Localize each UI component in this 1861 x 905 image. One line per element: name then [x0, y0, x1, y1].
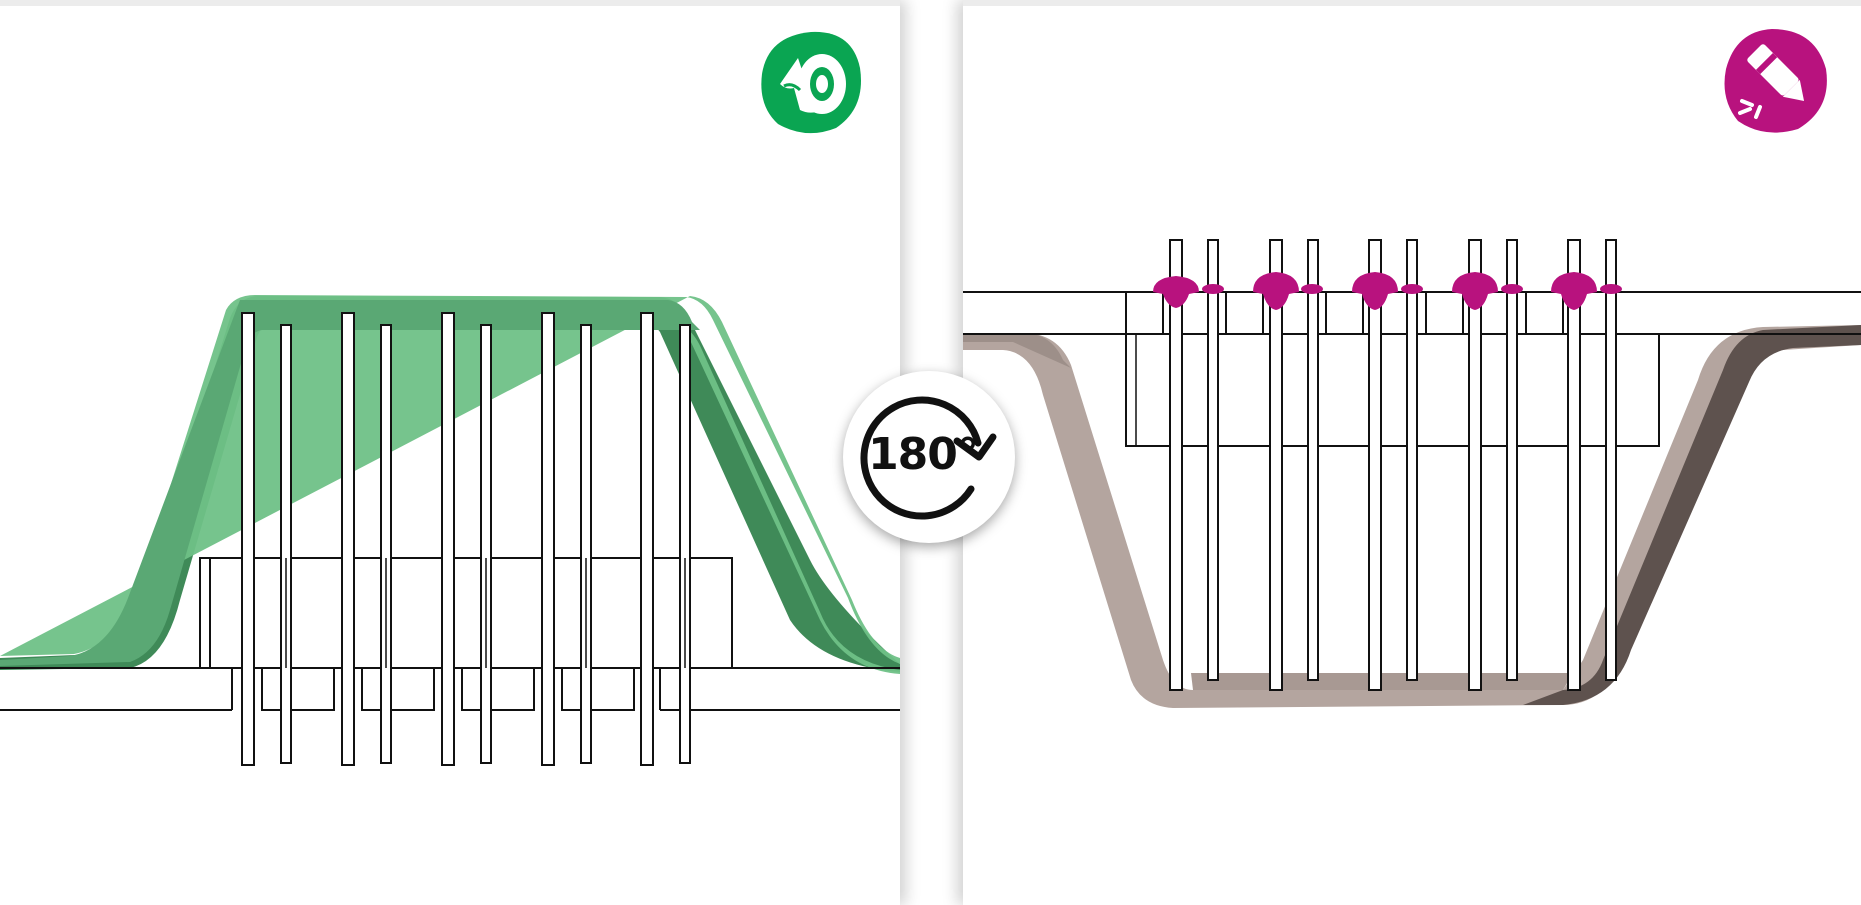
tape-roll-icon: [761, 31, 861, 134]
right-panel: [963, 0, 1861, 905]
solder-pads: [261, 667, 635, 711]
pencil-marker-icon: [1724, 29, 1827, 133]
solder-joints: [1153, 272, 1622, 310]
rotate-clockwise-icon: [860, 396, 997, 520]
component-pins: [1169, 239, 1617, 691]
rotate-180-badge: 180°: [843, 371, 1015, 543]
component-pins: [241, 312, 691, 766]
panel-top-edge: [963, 0, 1861, 6]
tape-badge: [756, 28, 866, 138]
rotate-label: 180°: [868, 429, 979, 480]
solder-badge: [1720, 27, 1830, 137]
left-panel: [0, 0, 900, 905]
right-diagram: [963, 239, 1861, 708]
panel-top-edge: [0, 0, 900, 6]
left-diagram: [0, 295, 900, 766]
